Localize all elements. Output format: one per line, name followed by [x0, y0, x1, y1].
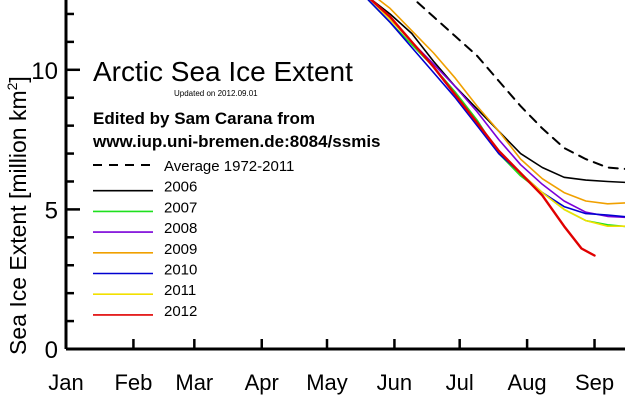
y-ticks: 0 5 10: [31, 12, 80, 364]
legend-label: 2011: [164, 282, 196, 299]
x-tick-label: Feb: [114, 370, 152, 395]
x-tick-label: Aug: [508, 370, 547, 395]
x-tick-label: May: [306, 370, 348, 395]
legend-label: 2006: [164, 179, 197, 196]
series-line: [370, 0, 625, 184]
x-tick-label: Jul: [446, 370, 474, 395]
legend: Average 1972-2011 2006 2007 2008 2009 2010 201…: [93, 158, 294, 320]
x-tick-label: Sep: [575, 370, 614, 395]
series-line: [367, 0, 625, 228]
legend-label: 2009: [164, 241, 197, 258]
legend-label: 2007: [164, 199, 197, 216]
y-tick-label: 5: [45, 197, 58, 224]
series-line: [377, 0, 625, 205]
series-line: [369, 0, 625, 219]
x-ticks: Jan Feb Mar Apr May Jun Jul Aug Sep: [48, 339, 614, 395]
y-tick-label: 0: [45, 337, 58, 364]
x-tick-label: Jun: [377, 370, 412, 395]
series-line: [413, 0, 625, 170]
credit-line-2: www.iup.uni-bremen.de:8084/ssmis: [92, 132, 381, 151]
series-line: [369, 0, 625, 227]
legend-label: Average 1972-2011: [164, 158, 294, 175]
y-axis-label: Sea Ice Extent [million km2]: [4, 76, 31, 355]
legend-label: 2008: [164, 220, 197, 237]
legend-label: 2010: [164, 262, 197, 279]
legend-label: 2012: [164, 303, 197, 320]
x-tick-label: Mar: [175, 370, 213, 395]
series-line: [369, 0, 596, 257]
chart-title: Arctic Sea Ice Extent: [93, 56, 353, 87]
x-tick-label: Jan: [48, 370, 83, 395]
credit-line-1: Edited by Sam Carana from: [93, 109, 315, 128]
y-tick-label: 10: [31, 58, 58, 85]
y-axis-label-superscript: 2: [4, 82, 20, 90]
series-line: [367, 0, 625, 218]
updated-note: Updated on 2012.09.01: [174, 89, 258, 98]
series-group: [367, 0, 625, 257]
x-tick-label: Apr: [245, 370, 279, 395]
